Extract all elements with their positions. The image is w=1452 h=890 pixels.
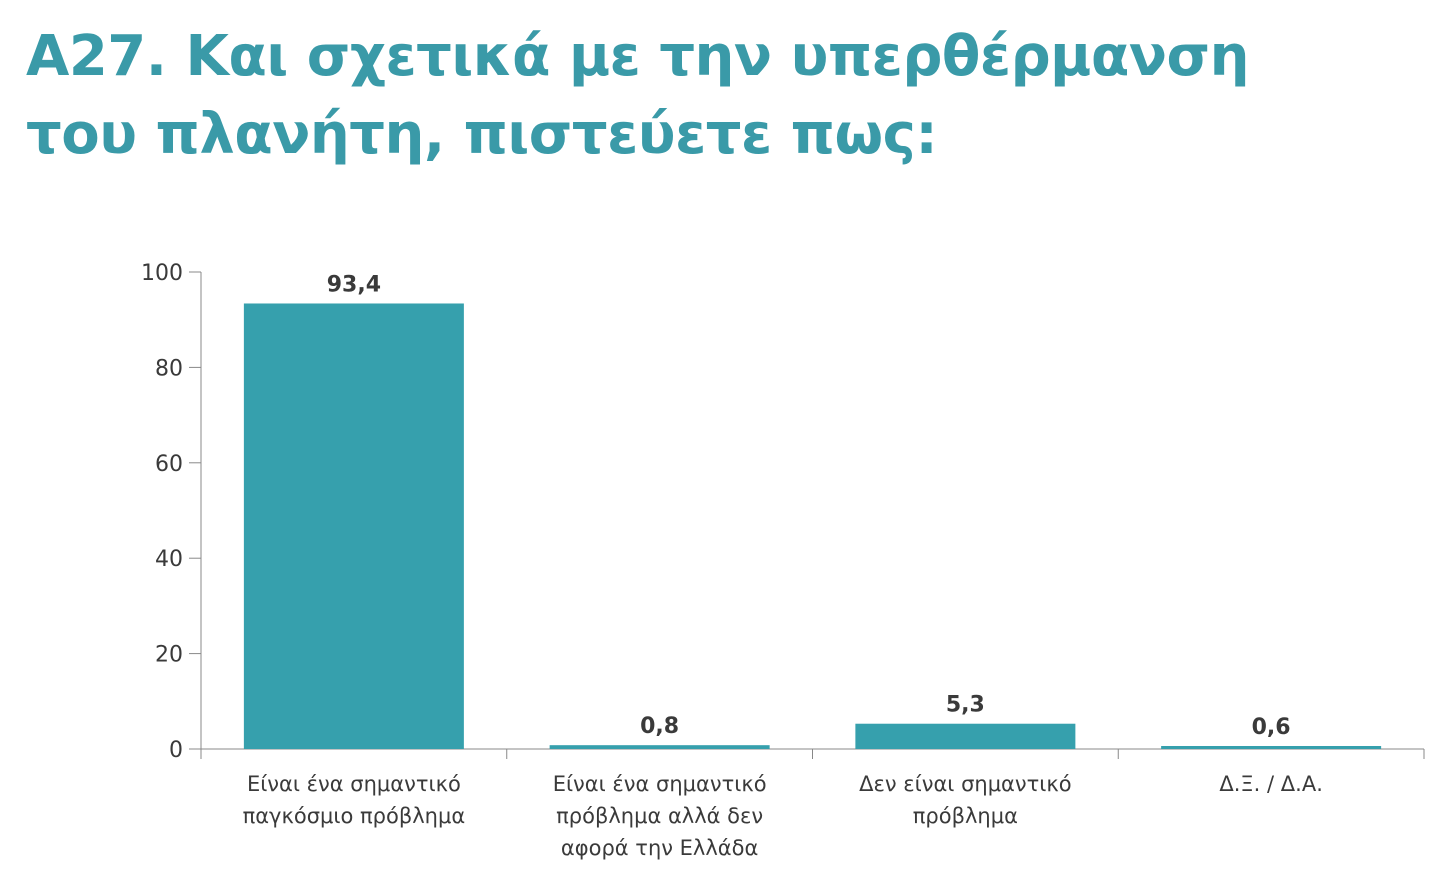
bar-value-label: 93,4 (327, 272, 381, 297)
bar (1161, 746, 1382, 749)
category-label: πρόβλημα αλλά δεν (556, 804, 763, 828)
y-tick-label: 0 (169, 738, 183, 763)
bar-value-label: 0,8 (640, 714, 679, 739)
category-label: Δεν είναι σημαντικό (859, 772, 1071, 796)
category-label: αφορά την Ελλάδα (561, 836, 758, 860)
category-label: Είναι ένα σημαντικό (247, 772, 461, 796)
page-title-line-2: του πλανήτη, πιστεύετε πως: (26, 102, 938, 167)
category-label: πρόβλημα (913, 804, 1018, 828)
category-label: παγκόσμιο πρόβλημα (243, 804, 466, 828)
category-label: Δ.Ξ. / Δ.Α. (1219, 772, 1323, 796)
bar (243, 303, 464, 749)
bar-value-label: 0,6 (1252, 715, 1291, 740)
y-tick-label: 60 (155, 452, 183, 477)
page-title: Α27. Και σχετικά με την υπερθέρμανση του… (26, 18, 1249, 174)
bar-value-label: 5,3 (946, 693, 985, 718)
category-label: Είναι ένα σημαντικό (553, 772, 767, 796)
y-tick-label: 100 (141, 261, 183, 286)
page-title-line-1: Α27. Και σχετικά με την υπερθέρμανση (26, 24, 1249, 89)
y-tick-label: 20 (155, 643, 183, 668)
bar (549, 745, 770, 749)
bar (855, 723, 1076, 749)
y-tick-label: 40 (155, 547, 183, 572)
y-tick-label: 80 (155, 356, 183, 381)
